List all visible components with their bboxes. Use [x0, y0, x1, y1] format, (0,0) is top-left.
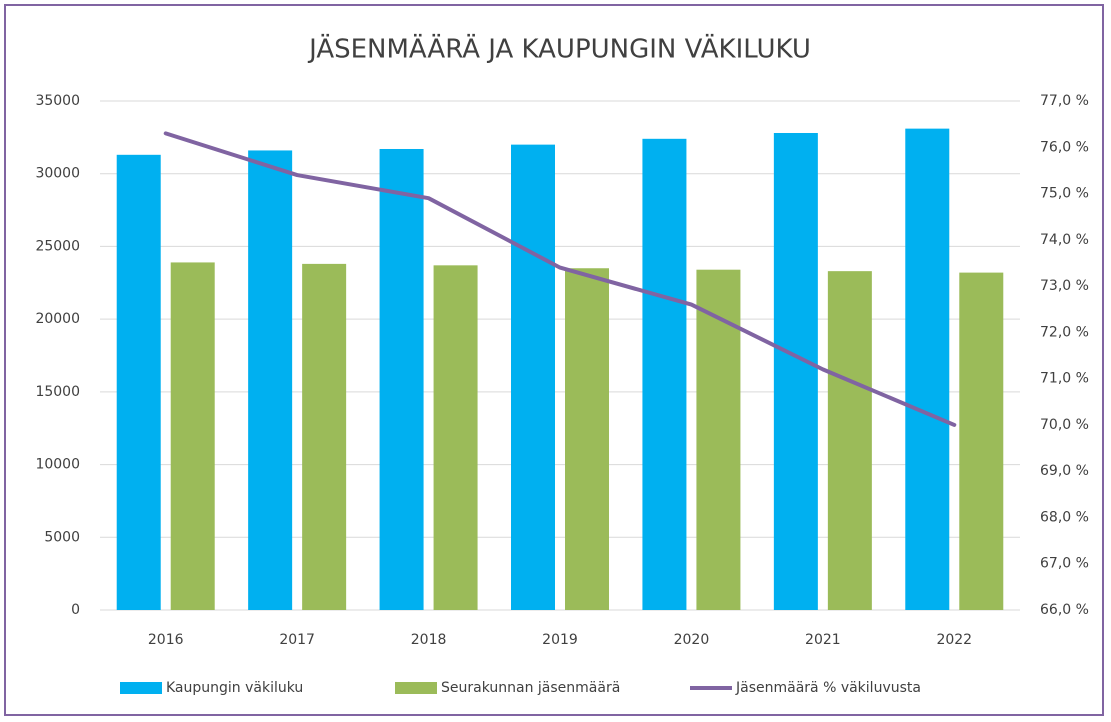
bar	[565, 268, 609, 610]
x-tick-label: 2017	[279, 632, 315, 648]
y2-tick-label: 70,0 %	[1040, 417, 1089, 433]
bar	[248, 150, 293, 610]
legend-swatch	[120, 682, 162, 694]
y2-tick-label: 77,0 %	[1040, 93, 1089, 109]
legend-swatch	[395, 682, 437, 694]
y-tick-label: 15000	[35, 384, 80, 400]
x-tick-label: 2021	[805, 632, 841, 648]
y-tick-label: 5000	[44, 529, 80, 545]
bar	[116, 154, 161, 610]
y-tick-label: 35000	[35, 93, 80, 109]
bar	[827, 271, 872, 610]
bar	[773, 132, 818, 610]
x-tick-label: 2016	[148, 632, 184, 648]
x-tick-label: 2019	[542, 632, 578, 648]
bar	[696, 269, 741, 610]
bar	[905, 128, 950, 611]
y2-tick-label: 76,0 %	[1040, 139, 1089, 155]
y-tick-label: 10000	[35, 457, 80, 473]
bar	[959, 272, 1004, 610]
bar	[642, 138, 687, 610]
y2-tick-label: 71,0 %	[1040, 371, 1089, 387]
line	[163, 131, 957, 427]
y2-tick-label: 67,0 %	[1040, 556, 1089, 572]
x-tick-label: 2022	[936, 632, 972, 648]
y2-tick-label: 69,0 %	[1040, 463, 1089, 479]
y2-tick-label: 66,0 %	[1040, 602, 1089, 618]
x-tick-label: 2020	[674, 632, 710, 648]
y2-tick-label: 75,0 %	[1040, 186, 1089, 202]
chart-title: JÄSENMÄÄRÄ JA KAUPUNGIN VÄKILUKU	[307, 33, 811, 65]
legend-label: Jäsenmäärä % väkiluvusta	[735, 680, 921, 696]
bar	[379, 148, 424, 610]
x-tick-label: 2018	[411, 632, 447, 648]
bar	[170, 262, 215, 610]
y2-tick-label: 74,0 %	[1040, 232, 1089, 248]
bar	[433, 265, 478, 610]
legend-label: Kaupungin väkiluku	[166, 680, 303, 696]
y2-tick-label: 68,0 %	[1040, 509, 1089, 525]
y-tick-label: 25000	[35, 238, 80, 254]
y-tick-label: 20000	[35, 311, 80, 327]
legend-label: Seurakunnan jäsenmäärä	[441, 680, 620, 696]
y2-tick-label: 73,0 %	[1040, 278, 1089, 294]
bar	[511, 144, 555, 610]
bar	[302, 263, 347, 610]
y-tick-label: 0	[71, 602, 80, 618]
y2-tick-label: 72,0 %	[1040, 324, 1089, 340]
y-tick-label: 30000	[35, 166, 80, 182]
